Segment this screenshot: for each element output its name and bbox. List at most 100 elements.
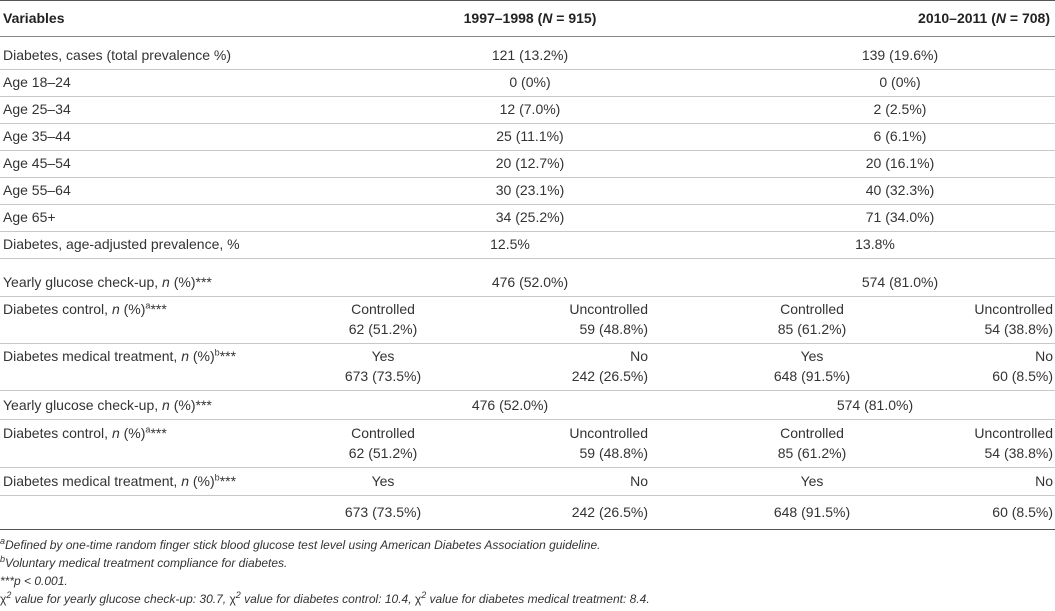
glucose2-n: n [162, 397, 170, 413]
control1-d-label: Uncontrolled [974, 301, 1053, 317]
row-medical-treatment-2-c-val: 648 (91.5%) [773, 504, 851, 520]
row-label: Age 25–34 [3, 101, 71, 117]
treatment1-d-label: No [1035, 348, 1053, 364]
table-bottom-rule [0, 529, 1055, 530]
header-period-2010-n: N [995, 10, 1007, 26]
row-rule [0, 231, 1055, 232]
row-label: Age 45–54 [3, 155, 71, 171]
row-rule [0, 123, 1055, 124]
row-rule [0, 69, 1055, 70]
footnote-b: bVoluntary medical treatment compliance … [0, 554, 288, 571]
row-value-2010: 13.8% [855, 236, 895, 252]
control1-b-val: 59 (48.8%) [579, 321, 648, 337]
row-rule [0, 419, 1055, 420]
row-diabetes-control-a: Controlled 62 (51.2%) [328, 299, 438, 339]
row-value-1997: 34 (25.2%) [495, 209, 565, 225]
control1-c-label: Controlled [780, 301, 844, 317]
treatment2-sup: b [214, 472, 220, 483]
glucose1-n: n [162, 274, 170, 290]
control1-stars: *** [150, 301, 167, 317]
footnote-chi-square: χ2 value for yearly glucose check-up: 30… [0, 590, 650, 607]
footnote-a-mark: a [0, 536, 6, 546]
control2-a-label: Controlled [351, 425, 415, 441]
row-medical-treatment-2-c-label: Yes [800, 473, 824, 489]
row-label: Age 55–64 [3, 182, 71, 198]
footnote-a: aDefined by one-time random finger stick… [0, 536, 601, 553]
row-diabetes-control-2-a: Controlled 62 (51.2%) [328, 423, 438, 463]
chi-text-3: value for diabetes medical treatment: 8.… [426, 592, 650, 606]
treatment2-stars: *** [219, 473, 237, 489]
header-rule [0, 36, 1055, 37]
treatment1-rest: (%) [189, 348, 215, 364]
treatment1-a-val: 673 (73.5%) [344, 368, 422, 384]
row-diabetes-control-c: Controlled 85 (61.2%) [757, 299, 867, 339]
row-diabetes-control-label: Diabetes control, n (%)a*** [3, 299, 167, 319]
row-value-1997: 30 (23.1%) [495, 182, 565, 198]
header-period-2010: 2010–2011 (N = 708) [750, 8, 1050, 28]
control2-c-label: Controlled [780, 425, 844, 441]
control2-a-val: 62 (51.2%) [348, 445, 418, 461]
footnote-b-text: Voluntary medical treatment compliance f… [5, 556, 288, 570]
row-glucose-checkup-v1: 476 (52.0%) [491, 274, 569, 290]
footnote-b-mark: b [0, 554, 6, 564]
row-glucose-checkup-v2: 574 (81.0%) [861, 274, 939, 290]
footnote-a-text: Defined by one-time random finger stick … [5, 538, 601, 552]
row-medical-treatment-label: Diabetes medical treatment, n (%)b*** [3, 346, 236, 366]
row-diabetes-control-b: Uncontrolled 59 (48.8%) [540, 299, 648, 339]
row-rule [0, 467, 1055, 468]
row-rule [0, 150, 1055, 151]
chi-symbol-2: χ [229, 592, 236, 606]
chi-text-2: value for diabetes control: 10.4, [240, 592, 415, 606]
row-rule [0, 390, 1055, 391]
row-value-1997: 121 (13.2%) [491, 47, 569, 63]
row-value-2010: 2 (2.5%) [873, 101, 927, 117]
row-medical-treatment-2-b-label: No [630, 473, 648, 489]
row-medical-treatment-d: No 60 (8.5%) [940, 346, 1053, 386]
treatment2-n: n [181, 473, 189, 489]
row-value-1997: 12.5% [490, 236, 530, 252]
row-rule [0, 96, 1055, 97]
row-medical-treatment-2-a-label: Yes [371, 473, 395, 489]
control2-rest: (%) [119, 425, 146, 441]
row-medical-treatment-a: Yes 673 (73.5%) [328, 346, 438, 386]
row-glucose-checkup-2-label: Yearly glucose check-up, n (%)*** [3, 395, 212, 415]
row-medical-treatment-b: No 242 (26.5%) [540, 346, 648, 386]
row-value-1997: 20 (12.7%) [495, 155, 565, 171]
header-period-1997-n: N [542, 10, 553, 26]
control1-n: n [111, 301, 120, 317]
header-period-2010-prefix: 2010–2011 ( [918, 10, 996, 26]
chi-sup-1: 2 [6, 590, 12, 600]
row-medical-treatment-2-d-label: No [1035, 473, 1053, 489]
treatment2-label-text: Diabetes medical treatment, [3, 473, 182, 489]
control2-n: n [111, 425, 120, 441]
row-value-2010: 20 (16.1%) [865, 155, 935, 171]
treatment1-sup: b [214, 347, 220, 358]
row-diabetes-control-2-label: Diabetes control, n (%)a*** [3, 423, 167, 443]
row-medical-treatment-2-label: Diabetes medical treatment, n (%)b*** [3, 471, 236, 491]
row-value-1997: 0 (0%) [509, 74, 551, 90]
control1-d-val: 54 (38.8%) [984, 321, 1053, 337]
row-rule [0, 258, 1055, 259]
treatment1-d-val: 60 (8.5%) [992, 368, 1053, 384]
row-medical-treatment-2-a-val: 673 (73.5%) [344, 504, 422, 520]
row-glucose-checkup-2-v2: 574 (81.0%) [836, 397, 914, 413]
row-medical-treatment-2-b-val: 242 (26.5%) [571, 504, 648, 520]
row-rule [0, 495, 1055, 496]
row-label: Diabetes, cases (total prevalence %) [3, 47, 231, 63]
control2-stars: *** [150, 425, 167, 441]
chi-symbol-1: χ [0, 592, 7, 606]
control1-c-val: 85 (61.2%) [777, 321, 847, 337]
treatment2-rest: (%) [189, 473, 215, 489]
row-diabetes-control-2-d: Uncontrolled 54 (38.8%) [940, 423, 1053, 463]
row-label: Age 18–24 [3, 74, 71, 90]
control2-d-label: Uncontrolled [974, 425, 1053, 441]
row-value-2010: 0 (0%) [879, 74, 921, 90]
treatment1-stars: *** [219, 348, 237, 364]
header-period-1997: 1997–1998 (N = 915) [380, 8, 680, 28]
control2-b-val: 59 (48.8%) [579, 445, 648, 461]
header-period-2010-suffix: = 708) [1006, 10, 1050, 26]
chi-sup-2: 2 [235, 590, 241, 600]
row-diabetes-control-d: Uncontrolled 54 (38.8%) [940, 299, 1053, 339]
control1-b-label: Uncontrolled [569, 301, 648, 317]
